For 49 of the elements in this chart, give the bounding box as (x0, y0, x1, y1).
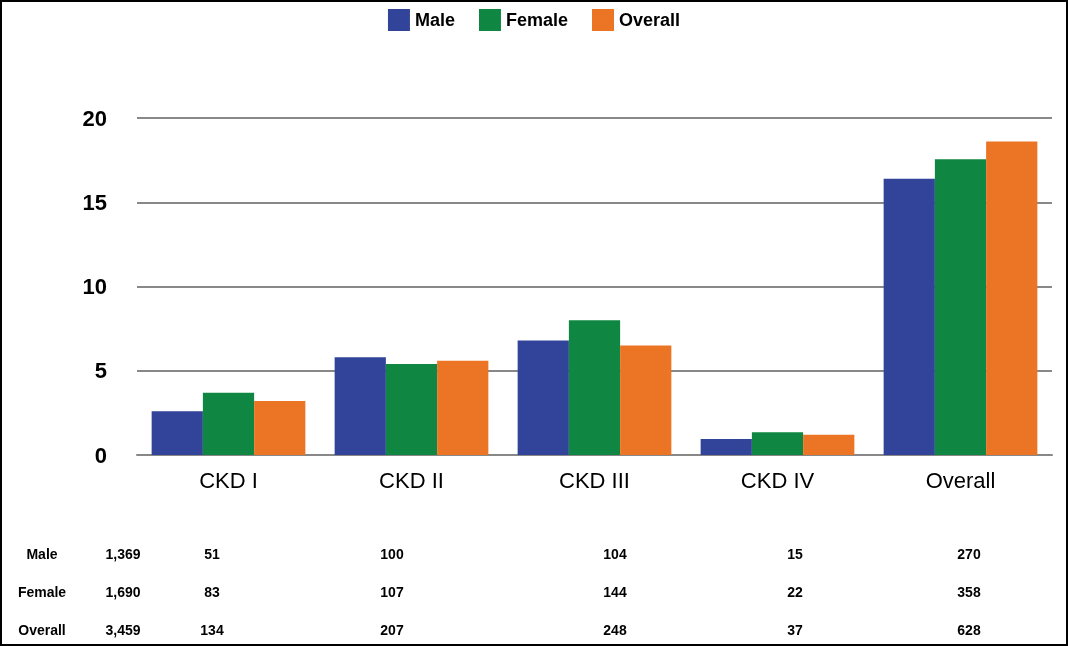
text: 270 (957, 546, 981, 562)
bar (751, 432, 804, 455)
bar (517, 340, 569, 455)
x-tick-label: Overall (925, 467, 996, 493)
bar (803, 434, 855, 455)
legend-label: Female (505, 10, 569, 30)
text: 104 (603, 546, 627, 562)
text: Overall (18, 622, 66, 638)
y-tick-label: 0 (94, 442, 107, 468)
text: 1,690 (105, 584, 141, 600)
text: Female (17, 584, 67, 600)
text: 358 (957, 584, 981, 600)
text: 144 (603, 584, 627, 600)
bar (700, 438, 752, 455)
x-tick-label: CKD I (199, 467, 258, 493)
text: 248 (603, 622, 627, 638)
y-tick-label: 20 (82, 105, 107, 131)
bar (385, 364, 438, 455)
text: 100 (380, 546, 404, 562)
y-tick-label: 5 (94, 358, 107, 384)
text: 22 (787, 584, 803, 600)
text: 3,459 (105, 622, 141, 638)
bar (202, 392, 255, 455)
bar (334, 357, 386, 455)
text: 83 (204, 584, 220, 600)
bar (568, 320, 621, 455)
y-tick-label: 15 (82, 189, 107, 215)
bar (620, 345, 672, 455)
legend-label: Male (414, 10, 455, 30)
text: 15 (787, 546, 803, 562)
x-tick-label: CKD IV (740, 467, 815, 493)
text: 134 (200, 622, 224, 638)
text: 207 (380, 622, 404, 638)
text: 107 (380, 584, 404, 600)
text: Male (26, 546, 58, 562)
text: 37 (787, 622, 803, 638)
text: 51 (204, 546, 220, 562)
bar (151, 411, 203, 455)
bar (254, 401, 306, 455)
bar (883, 178, 935, 455)
bar (437, 360, 489, 455)
text: 628 (957, 622, 981, 638)
x-tick-label: CKD II (379, 467, 444, 493)
text: 1,369 (105, 546, 141, 562)
bar (986, 141, 1038, 455)
legend-label: Overall (619, 10, 681, 30)
bar (934, 159, 987, 455)
y-tick-label: 10 (82, 274, 107, 299)
x-tick-label: CKD III (559, 467, 630, 493)
